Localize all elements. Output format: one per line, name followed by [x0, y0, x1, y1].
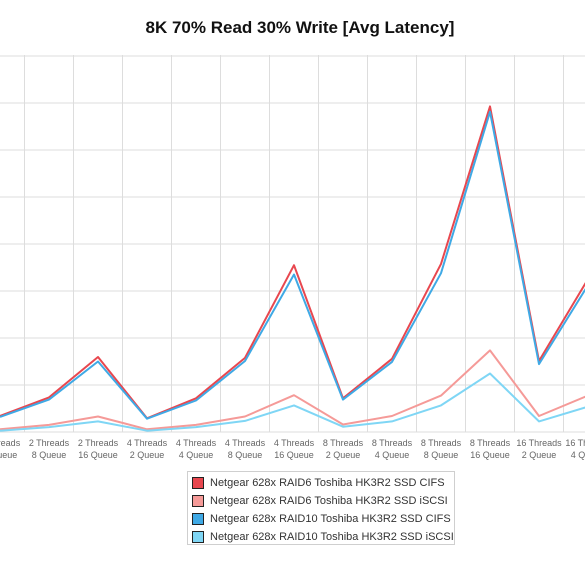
x-tick-label: 4 Threads — [225, 438, 266, 448]
x-tick-label: 8 Threads — [421, 438, 462, 448]
x-tick-label: 16 Queue — [78, 450, 118, 460]
legend-label: Netgear 628x RAID10 Toshiba HK3R2 SSD iS… — [210, 531, 454, 543]
x-tick-label: 2 Threads — [78, 438, 119, 448]
legend-swatch — [192, 495, 204, 507]
legend-item[interactable]: Netgear 628x RAID6 Toshiba HK3R2 SSD CIF… — [192, 474, 448, 492]
x-tick-label: 8 Queue — [32, 450, 67, 460]
x-tick-label: 16 Queue — [274, 450, 314, 460]
chart-plot: 2 Threads 4 Queue 2 Threads 8 Queue 2 Thread… — [0, 55, 585, 460]
legend-item[interactable]: Netgear 628x RAID6 Toshiba HK3R2 SSD iSC… — [192, 492, 448, 510]
x-tick-label: 4 Threads — [176, 438, 217, 448]
legend-label: Netgear 628x RAID6 Toshiba HK3R2 SSD CIF… — [210, 477, 445, 489]
x-tick-label: 4 Threads — [127, 438, 168, 448]
x-tick-label: 8 Threads — [323, 438, 364, 448]
x-tick-label: 8 Queue — [228, 450, 263, 460]
legend-swatch — [192, 513, 204, 525]
legend-swatch — [192, 477, 204, 489]
x-tick-label: 4 Queue — [571, 450, 585, 460]
series-line — [0, 372, 585, 432]
legend-swatch — [192, 531, 204, 543]
x-tick-label: 8 Threads — [372, 438, 413, 448]
x-tick-label: 8 Threads — [470, 438, 511, 448]
x-axis-tick-labels: 2 Threads 4 Queue 2 Threads 8 Queue 2 Thread… — [0, 438, 585, 460]
x-tick-label: 4 Threads — [274, 438, 315, 448]
x-tick-label: 2 Threads — [0, 438, 21, 448]
x-tick-label: 16 Threads — [516, 438, 562, 448]
x-tick-label: 4 Queue — [179, 450, 214, 460]
legend-label: Netgear 628x RAID6 Toshiba HK3R2 SSD iSC… — [210, 495, 448, 507]
x-tick-label: 2 Queue — [130, 450, 165, 460]
x-tick-label: 16 Queue — [470, 450, 510, 460]
series-line — [0, 110, 585, 420]
grid-lines — [0, 55, 585, 433]
legend: Netgear 628x RAID6 Toshiba HK3R2 SSD CIF… — [187, 471, 455, 545]
x-tick-label: 8 Queue — [424, 450, 459, 460]
legend-label: Netgear 628x RAID10 Toshiba HK3R2 SSD CI… — [210, 513, 451, 525]
legend-item[interactable]: Netgear 628x RAID10 Toshiba HK3R2 SSD CI… — [192, 510, 451, 528]
series-line — [0, 105, 585, 420]
series-lines — [0, 105, 585, 432]
legend-item[interactable]: Netgear 628x RAID10 Toshiba HK3R2 SSD iS… — [192, 528, 454, 546]
x-tick-label: 2 Queue — [326, 450, 361, 460]
chart-title: 8K 70% Read 30% Write [Avg Latency] — [145, 18, 455, 37]
x-tick-label: 16 Threads — [565, 438, 585, 448]
x-tick-label: 4 Queue — [375, 450, 410, 460]
x-tick-label: 4 Queue — [0, 450, 17, 460]
series-line — [0, 349, 585, 431]
x-tick-label: 2 Threads — [29, 438, 70, 448]
x-tick-label: 2 Queue — [522, 450, 557, 460]
